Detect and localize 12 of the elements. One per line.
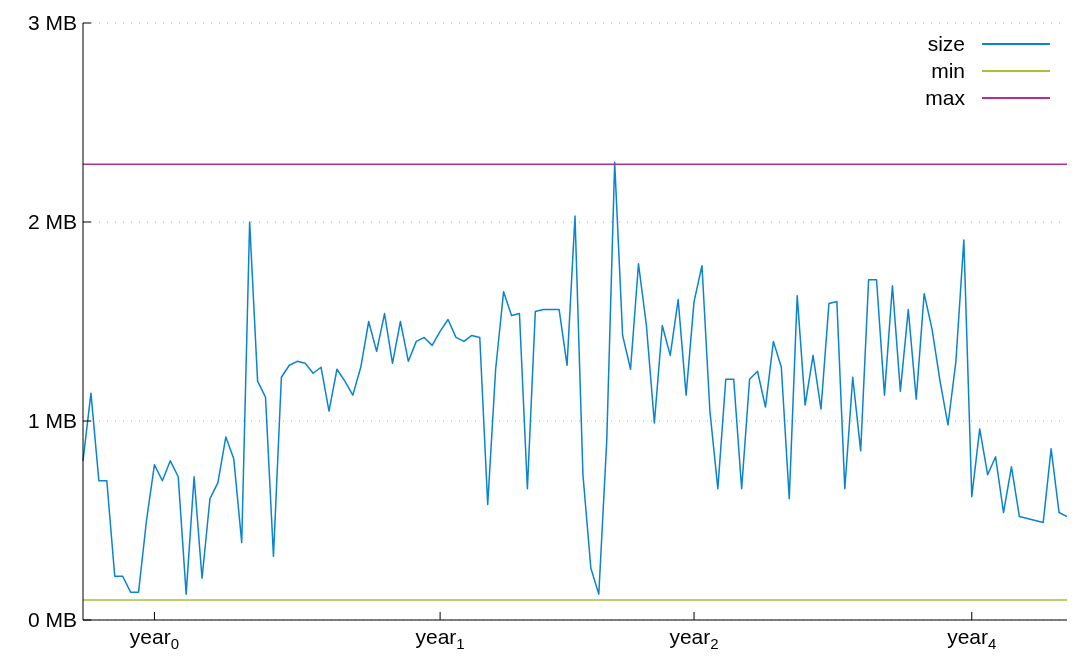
- x-tick-label: year$_{0}$: [129, 625, 180, 652]
- x-tick-label: year$_{1}$: [415, 625, 465, 652]
- legend-label: size: [927, 31, 965, 56]
- line-series: [82, 161, 1067, 595]
- y-tick-label: 0 MB: [27, 608, 77, 632]
- legend-label: max: [925, 85, 965, 110]
- x-tick-label: year$_{2}$: [669, 625, 719, 652]
- x-tick-label: year$_{4}$: [947, 625, 997, 652]
- y-tick-label: 2 MB: [27, 210, 77, 234]
- y-tick-label: 3 MB: [27, 11, 77, 35]
- legend-label: min: [931, 58, 965, 83]
- y-tick-label: 1 MB: [27, 409, 77, 433]
